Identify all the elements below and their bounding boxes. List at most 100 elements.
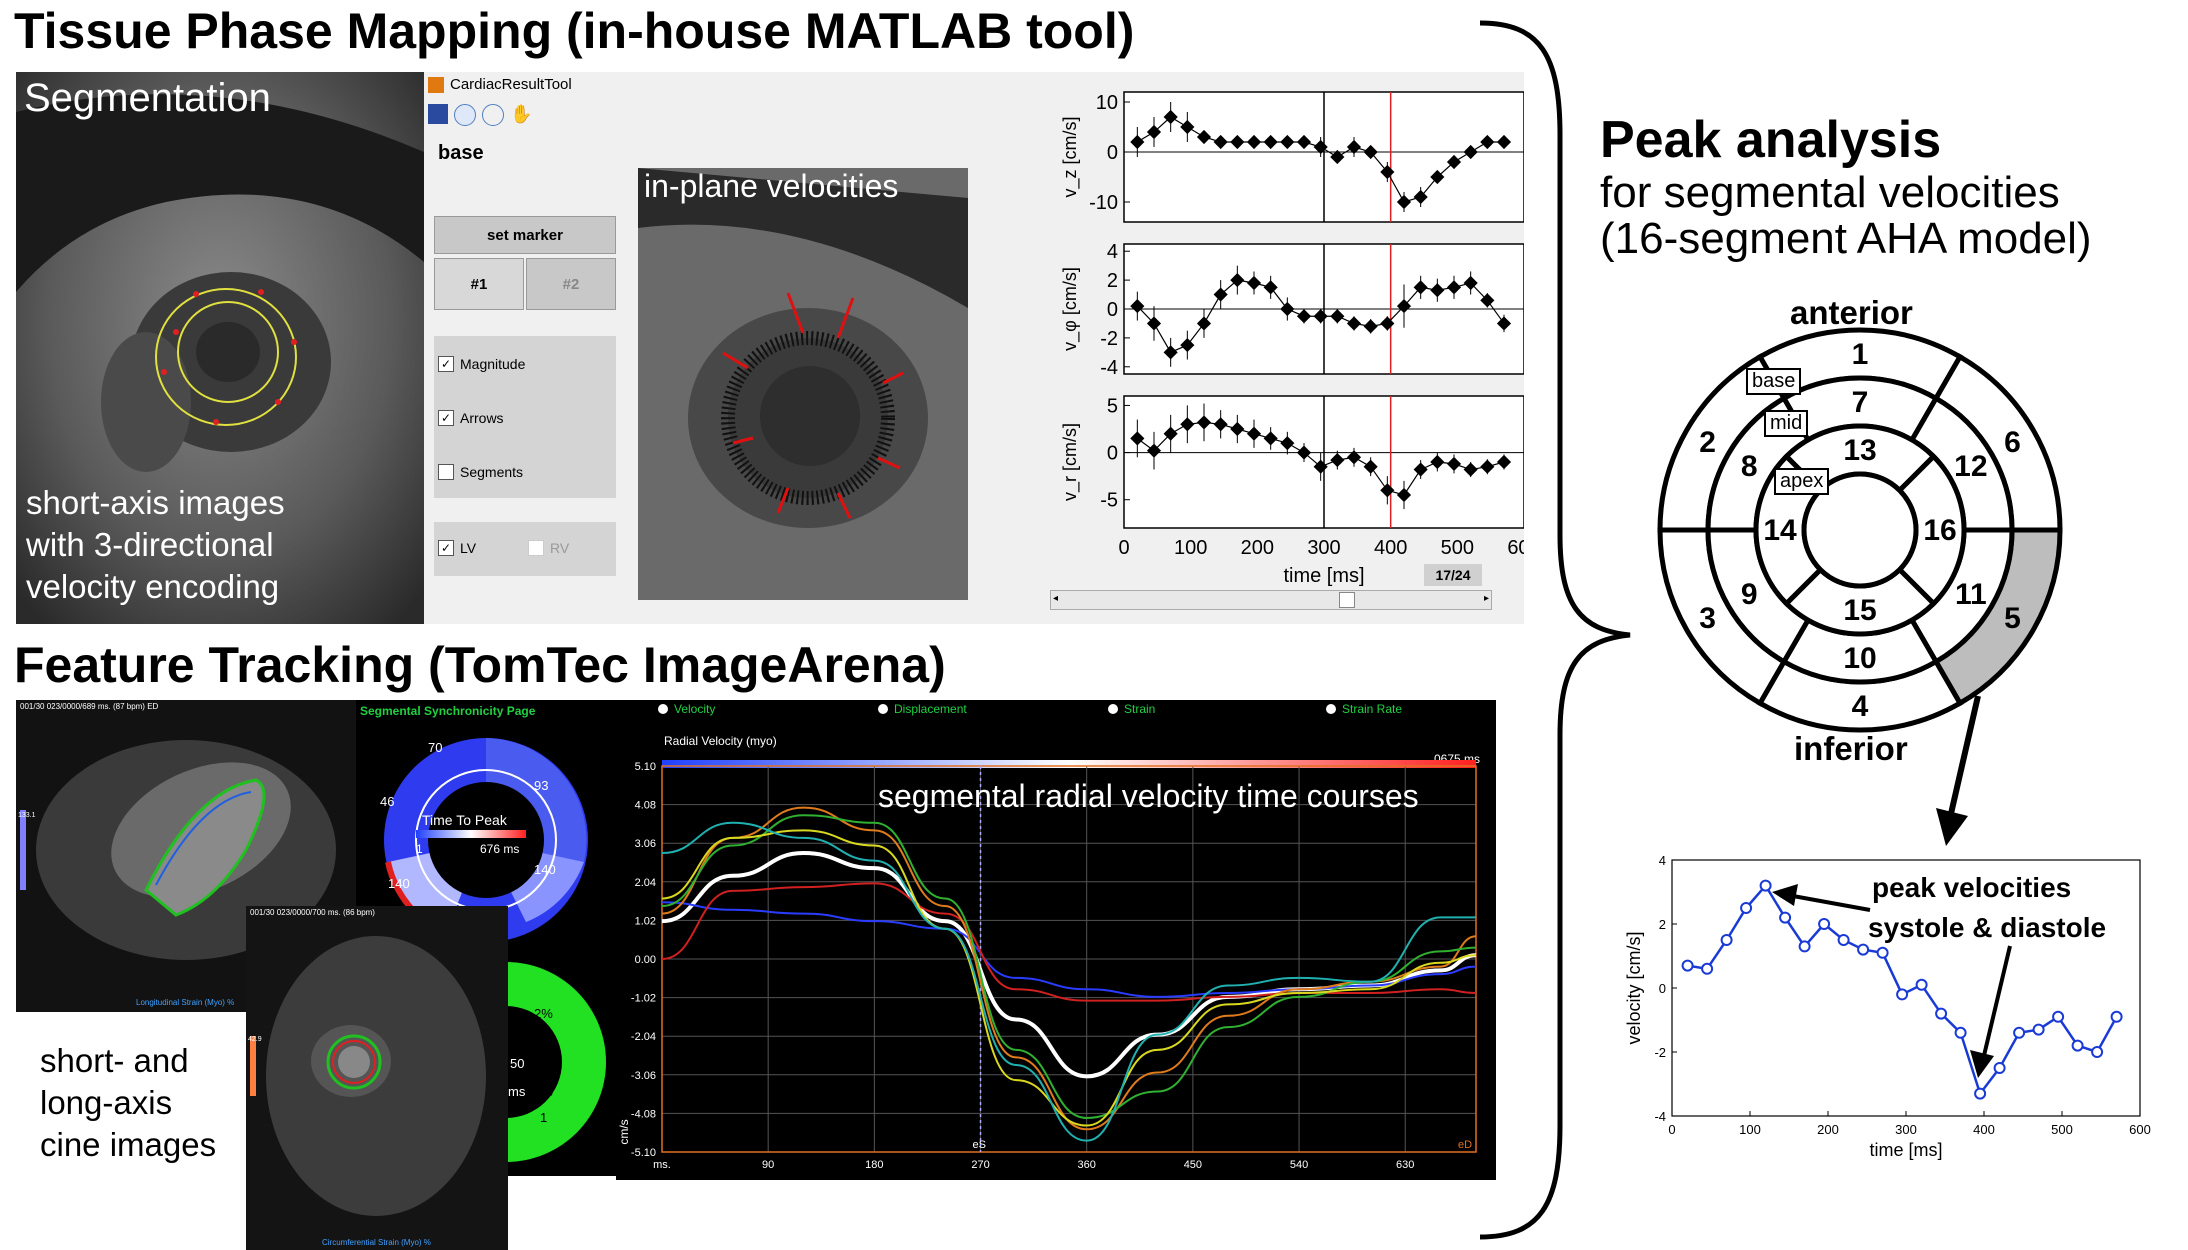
magnitude-checkbox[interactable]: ✓ Magnitude	[438, 356, 525, 372]
marker-2-button[interactable]: #2	[526, 258, 616, 310]
tpm-plot-2: -5 0 5 v_r [cm/s]	[1060, 395, 1524, 529]
aha-label-6: 6	[2004, 426, 2021, 459]
y-tick-label: -2	[1654, 1045, 1666, 1060]
y-axis-label: v_φ [cm/s]	[1060, 267, 1081, 351]
inplane-mri-drawing	[638, 168, 968, 600]
sa-scale: 42.9	[248, 1036, 262, 1043]
aha-apex-cap	[1801, 471, 1919, 589]
save-icon[interactable]	[428, 104, 448, 124]
data-point	[1330, 309, 1345, 324]
aha-label-2: 2	[1699, 426, 1716, 459]
set-marker-button[interactable]: set marker	[434, 216, 616, 254]
data-point	[1280, 301, 1295, 317]
y-axis-label: cm/s	[617, 1119, 631, 1144]
data-point	[1446, 456, 1462, 471]
data-point	[1296, 309, 1312, 324]
segmentation-label: Segmentation	[24, 76, 271, 120]
data-point	[1263, 431, 1278, 446]
ttp-title: Time To Peak	[422, 812, 507, 828]
x-tick-label: 540	[1290, 1159, 1308, 1171]
data-point	[1396, 299, 1412, 314]
peak-title: Peak analysis	[1600, 111, 1942, 169]
y-tick-label: 0	[1107, 142, 1118, 164]
option-strain-rate-label: Strain Rate	[1342, 702, 1403, 716]
y-tick-label: -3.06	[631, 1070, 656, 1082]
cardiac-result-tool-window: CardiacResultTool ✋ base set marker #1 #…	[424, 72, 1524, 624]
frame-slider[interactable]: ◂ ▸	[1050, 590, 1492, 610]
sa-footer: Circumferential Strain (Myo) %	[322, 1238, 431, 1247]
y-tick-label: 4.08	[635, 800, 656, 812]
data-point	[1857, 943, 1870, 956]
arrows-label: Arrows	[460, 410, 504, 426]
pan-hand-icon[interactable]: ✋	[510, 104, 533, 124]
y-tick-label: 4	[1107, 241, 1118, 263]
inplane-label: in-plane velocities	[644, 168, 899, 204]
y-axis-label: v_z [cm/s]	[1060, 116, 1081, 197]
y-tick-label: 1.02	[635, 915, 656, 927]
data-point	[1396, 194, 1412, 210]
arrows-checkbox[interactable]: ✓ Arrows	[438, 410, 504, 426]
magnitude-label: Magnitude	[460, 356, 526, 372]
slider-thumb[interactable]	[1339, 592, 1355, 608]
ft-chart-title: Radial Velocity (myo)	[664, 734, 777, 748]
aha-label-3: 3	[1699, 602, 1716, 635]
lv-checkbox[interactable]: ✓ LV	[438, 540, 476, 556]
x-tick-label: 180	[865, 1159, 883, 1171]
data-point	[1740, 902, 1753, 914]
segmentation-image: Segmentation short-axis images with 3-di…	[16, 72, 424, 624]
aha-label-5: 5	[2004, 602, 2021, 635]
short-axis-mri-drawing	[246, 906, 508, 1250]
y-tick-label: 0.00	[635, 954, 656, 966]
data-point	[1280, 436, 1295, 451]
marker-1-button[interactable]: #1	[434, 258, 524, 310]
segments-label: Segments	[460, 464, 524, 480]
checkbox-checked-icon: ✓	[438, 410, 454, 426]
ed-label: eD	[1458, 1139, 1472, 1151]
slider-right-arrow-icon[interactable]: ▸	[1483, 593, 1489, 604]
data-point	[1146, 316, 1162, 331]
data-point	[1496, 454, 1512, 470]
y-tick-label: 5	[1107, 395, 1118, 417]
ring-value-5: 140	[534, 862, 556, 877]
data-point	[2052, 1010, 2065, 1023]
data-point	[1363, 459, 1378, 474]
series-line-1	[661, 901, 1477, 998]
data-point	[1954, 1026, 1967, 1039]
slice-label: base	[438, 142, 484, 164]
radio-icon	[1108, 704, 1118, 714]
data-point	[1974, 1087, 1987, 1100]
segments-checkbox[interactable]: Segments	[438, 464, 523, 480]
data-point	[1313, 459, 1328, 474]
ring-value-2: 93	[534, 778, 549, 793]
base-tag: base	[1746, 368, 1802, 395]
series-line-4	[661, 814, 1477, 1119]
option-displacement[interactable]: Displacement	[878, 702, 967, 716]
y-tick-label: -2	[1100, 328, 1118, 350]
zoom-in-icon[interactable]	[454, 104, 476, 126]
x-tick-label: 360	[1078, 1159, 1096, 1171]
option-strain-rate[interactable]: Strain Rate	[1326, 702, 1402, 716]
y-tick-label: 5.10	[635, 761, 656, 773]
matlab-icon	[428, 76, 444, 93]
option-strain-label: Strain	[1124, 702, 1156, 716]
window-titlebar: CardiacResultTool	[428, 76, 572, 93]
x-tick-label: 100	[1739, 1122, 1761, 1137]
slider-left-arrow-icon[interactable]: ◂	[1053, 593, 1059, 604]
x-axis-label: time [ms]	[1283, 565, 1364, 587]
data-point	[1496, 134, 1512, 150]
data-point	[1296, 445, 1312, 460]
rv-checkbox[interactable]: RV	[528, 540, 569, 556]
ft-caption: short- and long-axis cine images	[40, 1040, 216, 1166]
y-tick-label: -2.04	[631, 1031, 656, 1043]
ring2-value-4: ms	[508, 1084, 526, 1099]
zoom-out-icon[interactable]	[482, 104, 504, 126]
peak-velocity-chart: 0 100 200 300 400 500 600 -4 -2 0 2 4 time [ms] veloc…	[1624, 853, 2151, 1160]
option-strain[interactable]: Strain	[1108, 702, 1155, 716]
option-velocity[interactable]: Velocity	[658, 702, 715, 716]
data-point	[1876, 946, 1889, 959]
data-point	[2091, 1046, 2104, 1058]
data-point	[2071, 1039, 2084, 1052]
data-point	[1246, 134, 1262, 150]
data-point	[1759, 879, 1772, 892]
